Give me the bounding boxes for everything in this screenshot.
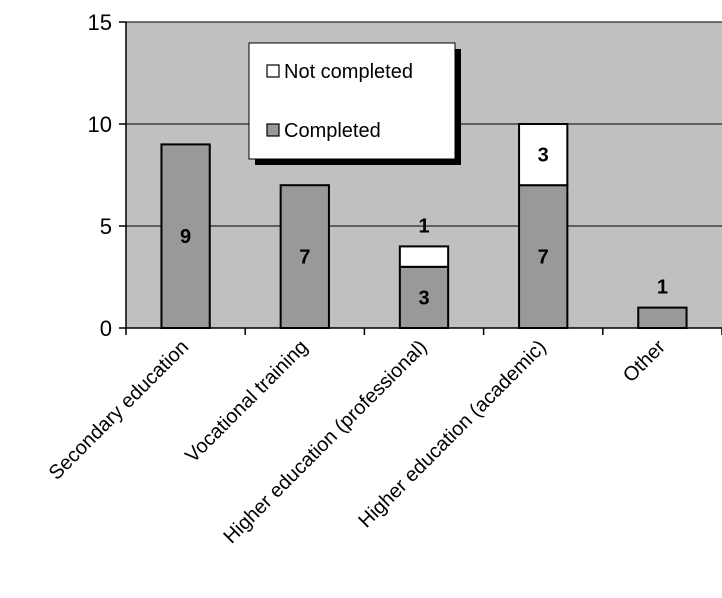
x-category-label: Other: [619, 336, 670, 387]
y-tick-label: 15: [88, 10, 112, 35]
y-tick-label: 0: [100, 316, 112, 341]
data-label-not-completed: 3: [538, 145, 549, 167]
x-category-label: Vocational training: [181, 336, 312, 467]
legend: Not completed Completed: [248, 42, 461, 165]
data-labels: 9 7 3 1 7 3 1: [180, 145, 668, 310]
x-category-label: Higher education (professional): [219, 336, 431, 548]
legend-swatch-not-completed: [266, 64, 280, 78]
bar-completed: [637, 306, 688, 330]
legend-swatch-completed: [266, 123, 280, 137]
x-category-label: Higher education (academic): [354, 336, 550, 532]
legend-box: [248, 42, 456, 160]
y-ticks: 0 5 10 15: [88, 10, 126, 341]
bar-completed: [398, 265, 450, 329]
bars: [160, 123, 688, 330]
axes: [125, 22, 722, 329]
bar-not-completed: [518, 123, 569, 187]
data-label-completed: 9: [180, 226, 191, 248]
y-tick-label: 10: [88, 112, 112, 137]
bar-completed: [279, 184, 330, 329]
x-category-label: Secondary education: [45, 336, 193, 484]
bar-not-completed: [398, 245, 450, 268]
data-label-completed: 7: [538, 247, 549, 269]
legend-label-completed: Completed: [284, 120, 381, 142]
data-label-completed: 1: [657, 277, 668, 299]
y-tick-label: 5: [100, 214, 112, 239]
data-label-not-completed: 1: [418, 215, 429, 237]
data-label-completed: 7: [299, 247, 310, 269]
data-label-completed: 3: [418, 287, 429, 309]
legend-label-not-completed: Not completed: [284, 61, 413, 83]
